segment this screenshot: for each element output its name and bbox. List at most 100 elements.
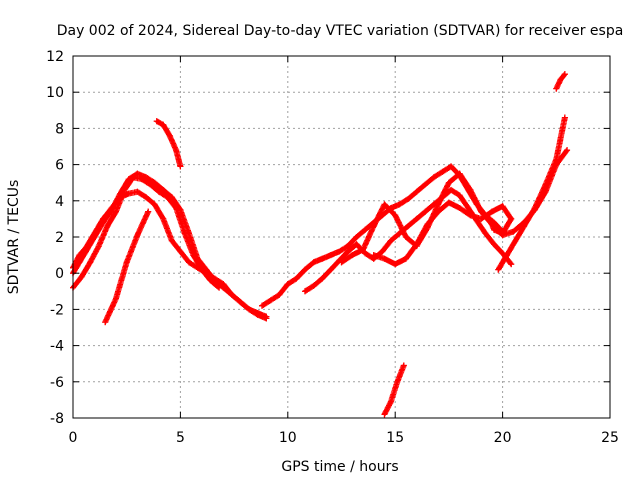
data-point [435,208,442,215]
data-point [121,186,128,193]
data-point [413,188,420,195]
data-point [405,195,412,202]
data-point [400,362,407,369]
data-point [338,259,345,266]
chart-title: Day 002 of 2024, Sidereal Day-to-day VTE… [57,23,624,39]
x-tick-label: 5 [176,430,185,446]
data-point [155,188,162,195]
data-point [246,306,253,313]
data-point [319,255,326,262]
data-point [531,205,538,212]
series-markers [153,118,184,170]
data-point [160,121,167,128]
data-point [508,215,515,222]
data-point [216,284,223,291]
data-point [102,319,109,326]
data-point [478,215,485,222]
data-point [123,259,130,266]
data-point [499,230,506,237]
data-point [151,179,158,186]
data-point [310,282,317,289]
data-point [439,168,446,175]
data-point [495,266,502,273]
x-tick-label: 15 [386,430,404,446]
data-point [422,181,429,188]
data-point [267,297,274,304]
data-point [173,205,180,212]
data-point [424,221,431,228]
data-point [82,248,89,255]
x-axis-label: GPS time / hours [281,459,398,475]
data-point [491,241,498,248]
data-point [276,291,283,298]
data-point [138,176,145,183]
data-point [491,226,498,233]
data-point [448,163,455,170]
y-tick-label: -8 [50,411,64,427]
data-point [392,261,399,268]
data-point [467,212,474,219]
data-point [125,190,132,197]
data-point [168,237,175,244]
data-point [405,223,412,230]
data-point [293,275,300,282]
data-point [486,215,493,222]
data-point [561,71,568,78]
data-point [198,266,205,273]
data-point [381,255,388,262]
data-point [143,194,150,201]
data-point [508,261,515,268]
data-point [542,181,549,188]
data-point [147,181,154,188]
y-tick-label: -6 [50,375,64,391]
data-point [488,208,495,215]
data-point [310,259,317,266]
data-point [413,215,420,222]
data-point [512,237,519,244]
data-point [185,259,192,266]
data-point [503,252,510,259]
x-tick-label: 10 [279,430,297,446]
series-arc-12 [381,362,407,418]
data-point [394,378,401,385]
data-point [387,237,394,244]
data-point [259,302,266,309]
grid-layer [73,56,610,418]
data-point [112,208,119,215]
data-point [379,248,386,255]
data-point [130,174,137,181]
y-tick-label: 12 [46,49,64,65]
series-arc-9 [370,199,515,268]
data-point [76,259,83,266]
data-point [362,250,369,257]
data-point [456,192,463,199]
data-point [392,212,399,219]
y-tick-label: 0 [55,266,64,282]
data-point [100,219,107,226]
data-point [435,201,442,208]
data-point [456,170,463,177]
data-point [448,186,455,193]
data-point [349,252,356,259]
data-point [284,281,291,288]
data-point [207,277,214,284]
data-point [422,208,429,215]
data-point [173,147,180,154]
data-point [319,275,326,282]
data-point [327,252,334,259]
data-point [564,147,571,154]
data-point [190,252,197,259]
series-markers [495,114,568,273]
data-point [87,259,94,266]
data-point [344,243,351,250]
data-point [387,398,394,405]
tick-layer [72,55,611,419]
data-point [327,266,334,273]
data-point [370,223,377,230]
data-point [445,179,452,186]
x-tick-label: 0 [69,430,78,446]
data-point [499,250,506,257]
data-point [359,246,366,253]
